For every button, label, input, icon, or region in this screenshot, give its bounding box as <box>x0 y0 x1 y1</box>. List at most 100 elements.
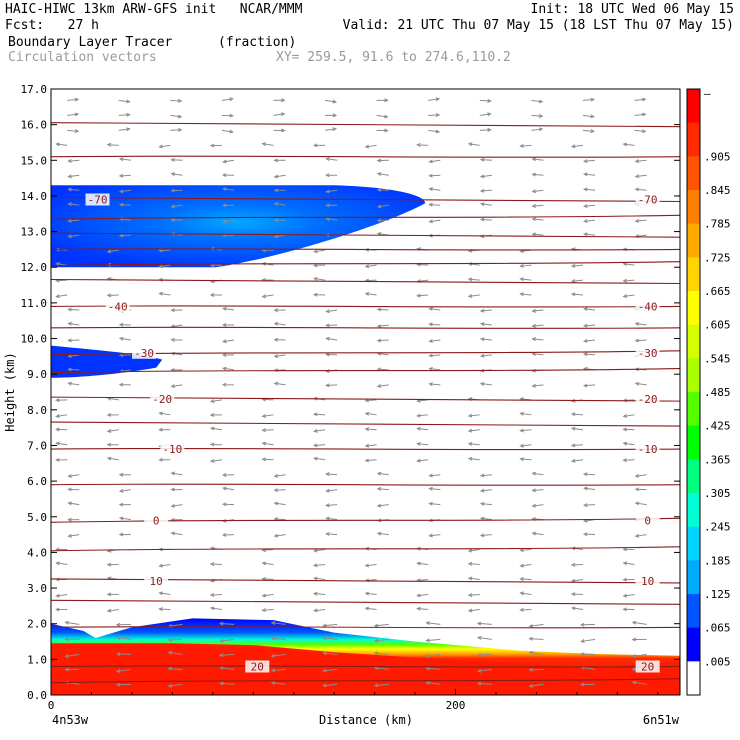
circulation-vector <box>67 158 80 163</box>
circulation-vector <box>582 532 596 537</box>
circulation-vector <box>312 443 326 448</box>
circulation-vector <box>376 471 389 476</box>
colorbar-segment <box>687 190 700 225</box>
circulation-vector <box>531 471 544 476</box>
circulation-vector <box>622 561 635 566</box>
circulation-vector <box>261 441 274 446</box>
circulation-vector <box>580 638 596 643</box>
contour-label-bg <box>160 443 185 456</box>
circulation-vector <box>221 129 234 134</box>
circulation-vector <box>313 276 326 281</box>
contour-label-bg <box>635 393 660 406</box>
temperature-contour-line <box>50 248 681 251</box>
contour-label-bg <box>150 393 175 406</box>
circulation-vector <box>634 218 647 223</box>
circulation-vector <box>631 637 647 642</box>
circulation-vector <box>570 443 583 448</box>
circulation-vector <box>416 561 429 566</box>
circulation-vector <box>376 128 389 133</box>
circulation-vector <box>273 308 286 313</box>
tracer-fill-layer <box>51 185 680 695</box>
colorbar-label: .065 <box>704 622 731 635</box>
init-time: Init: 18 UTC Wed 06 May 15 <box>530 2 735 17</box>
circulation-vector <box>519 563 532 568</box>
circulation-vector <box>364 411 377 416</box>
circulation-vector <box>634 473 647 478</box>
y-tick-label: 16.0 <box>21 119 48 132</box>
circulation-vector <box>622 458 635 463</box>
contour-label-bg <box>635 514 660 527</box>
circulation-vector <box>67 234 80 239</box>
circulation-vector <box>428 173 441 178</box>
circulation-vector <box>115 652 131 656</box>
y-tick-label: 13.0 <box>21 226 48 239</box>
circulation-vector <box>582 472 596 477</box>
circulation-vector <box>313 428 326 433</box>
temperature-contour-line <box>50 483 681 486</box>
circulation-vector <box>425 638 441 643</box>
circulation-vector <box>428 202 441 207</box>
circulation-vector <box>55 294 68 299</box>
temperature-contour-line <box>50 214 681 220</box>
circulation-vector <box>428 533 441 538</box>
colorbar-label: .005 <box>704 655 731 668</box>
circulation-vector <box>312 563 326 568</box>
circulation-vector <box>67 487 80 492</box>
colorbar-segment <box>687 291 700 326</box>
contour-label: 0 <box>153 514 160 527</box>
circulation-vector <box>270 653 286 658</box>
circulation-vector <box>221 382 235 387</box>
circulation-vector <box>273 202 286 206</box>
circulation-vector <box>170 188 183 193</box>
circulation-vector <box>170 204 183 209</box>
circulation-vector <box>158 144 171 149</box>
contour-label: 20 <box>641 660 654 673</box>
circulation-vector <box>118 173 131 178</box>
circulation-vector <box>428 501 441 506</box>
circulation-vector <box>634 174 647 179</box>
circulation-vector <box>479 112 492 117</box>
circulation-vector <box>209 562 222 567</box>
contour-label-bg <box>245 660 270 673</box>
circulation-vector <box>373 638 389 643</box>
circulation-vector <box>376 158 389 163</box>
circulation-vector <box>622 413 635 418</box>
circulation-vector <box>118 112 131 117</box>
circulation-vector <box>170 384 183 389</box>
circulation-vector <box>531 531 544 536</box>
temperature-contour-line <box>50 155 681 158</box>
circulation-vector <box>634 501 647 506</box>
contour-label: 20 <box>251 660 264 673</box>
y-tick-label: 4.0 <box>27 546 47 559</box>
x-endpoint-left: 4n53w <box>52 713 89 727</box>
circulation-vector <box>209 458 222 463</box>
circulation-vector <box>106 293 119 298</box>
circulation-vector <box>467 428 480 433</box>
circulation-vector <box>519 428 532 433</box>
circulation-vector <box>376 218 389 223</box>
circulation-vector <box>118 233 131 238</box>
colorbar-label: – <box>704 87 711 100</box>
circulation-vector <box>273 381 286 386</box>
plot-frame <box>50 88 681 696</box>
circulation-vector <box>428 187 441 192</box>
xy-label: XY= 259.5, 91.6 to 274.6,110.2 <box>276 50 511 65</box>
circulation-vector <box>170 114 183 119</box>
circulation-vector <box>376 204 389 209</box>
circulation-vector <box>364 563 377 568</box>
circulation-vector <box>325 352 338 357</box>
circulation-vector <box>634 129 647 134</box>
circulation-vector <box>67 218 80 223</box>
circulation-vector <box>55 561 68 566</box>
circulation-vector <box>219 638 235 643</box>
circulation-vector <box>221 173 235 178</box>
circulation-vector <box>579 652 596 657</box>
circulation-vector <box>428 307 441 311</box>
circulation-vector <box>634 338 647 343</box>
circulation-vector <box>476 621 492 626</box>
circulation-vector <box>221 502 235 507</box>
circulation-vector <box>570 458 583 463</box>
circulation-vector <box>528 683 544 688</box>
circulation-vector <box>428 366 441 371</box>
